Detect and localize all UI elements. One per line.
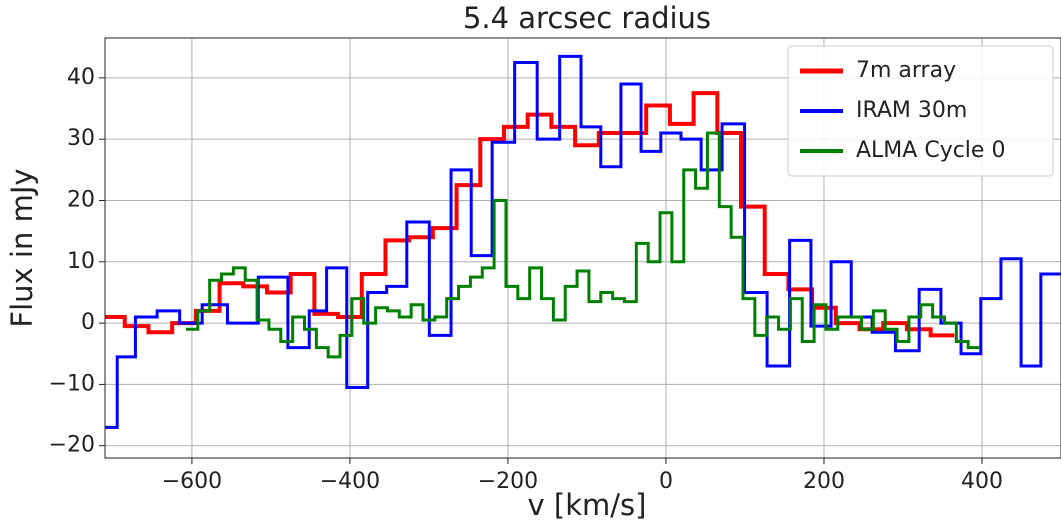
x-tick-label: −400 — [320, 469, 380, 494]
x-axis-label: v [km/s] — [528, 488, 647, 522]
y-tick-label: 40 — [67, 65, 95, 90]
y-tick-label: 20 — [67, 187, 95, 212]
y-axis-label: Flux in mJy — [5, 168, 39, 327]
y-tick-label: −20 — [49, 433, 95, 458]
x-tick-label: 200 — [803, 469, 845, 494]
x-tick-label: −200 — [478, 469, 538, 494]
legend-label: ALMA Cycle 0 — [856, 138, 1005, 163]
x-tick-label: −600 — [162, 469, 222, 494]
plot-frame — [104, 37, 1061, 459]
step-line — [105, 54, 1061, 429]
step-line — [185, 131, 981, 359]
legend-label: IRAM 30m — [856, 98, 967, 123]
y-tick-label: 30 — [67, 126, 95, 151]
chart-title: 5.4 arcsec radius — [463, 1, 711, 35]
x-tick-label: 0 — [659, 469, 673, 494]
legend-box — [787, 45, 1054, 177]
y-tick-label: 0 — [81, 310, 95, 335]
x-tick-label: 400 — [961, 469, 1003, 494]
legend-label: 7m array — [856, 58, 956, 83]
y-tick-label: 10 — [67, 249, 95, 274]
y-tick-label: −10 — [49, 371, 95, 396]
